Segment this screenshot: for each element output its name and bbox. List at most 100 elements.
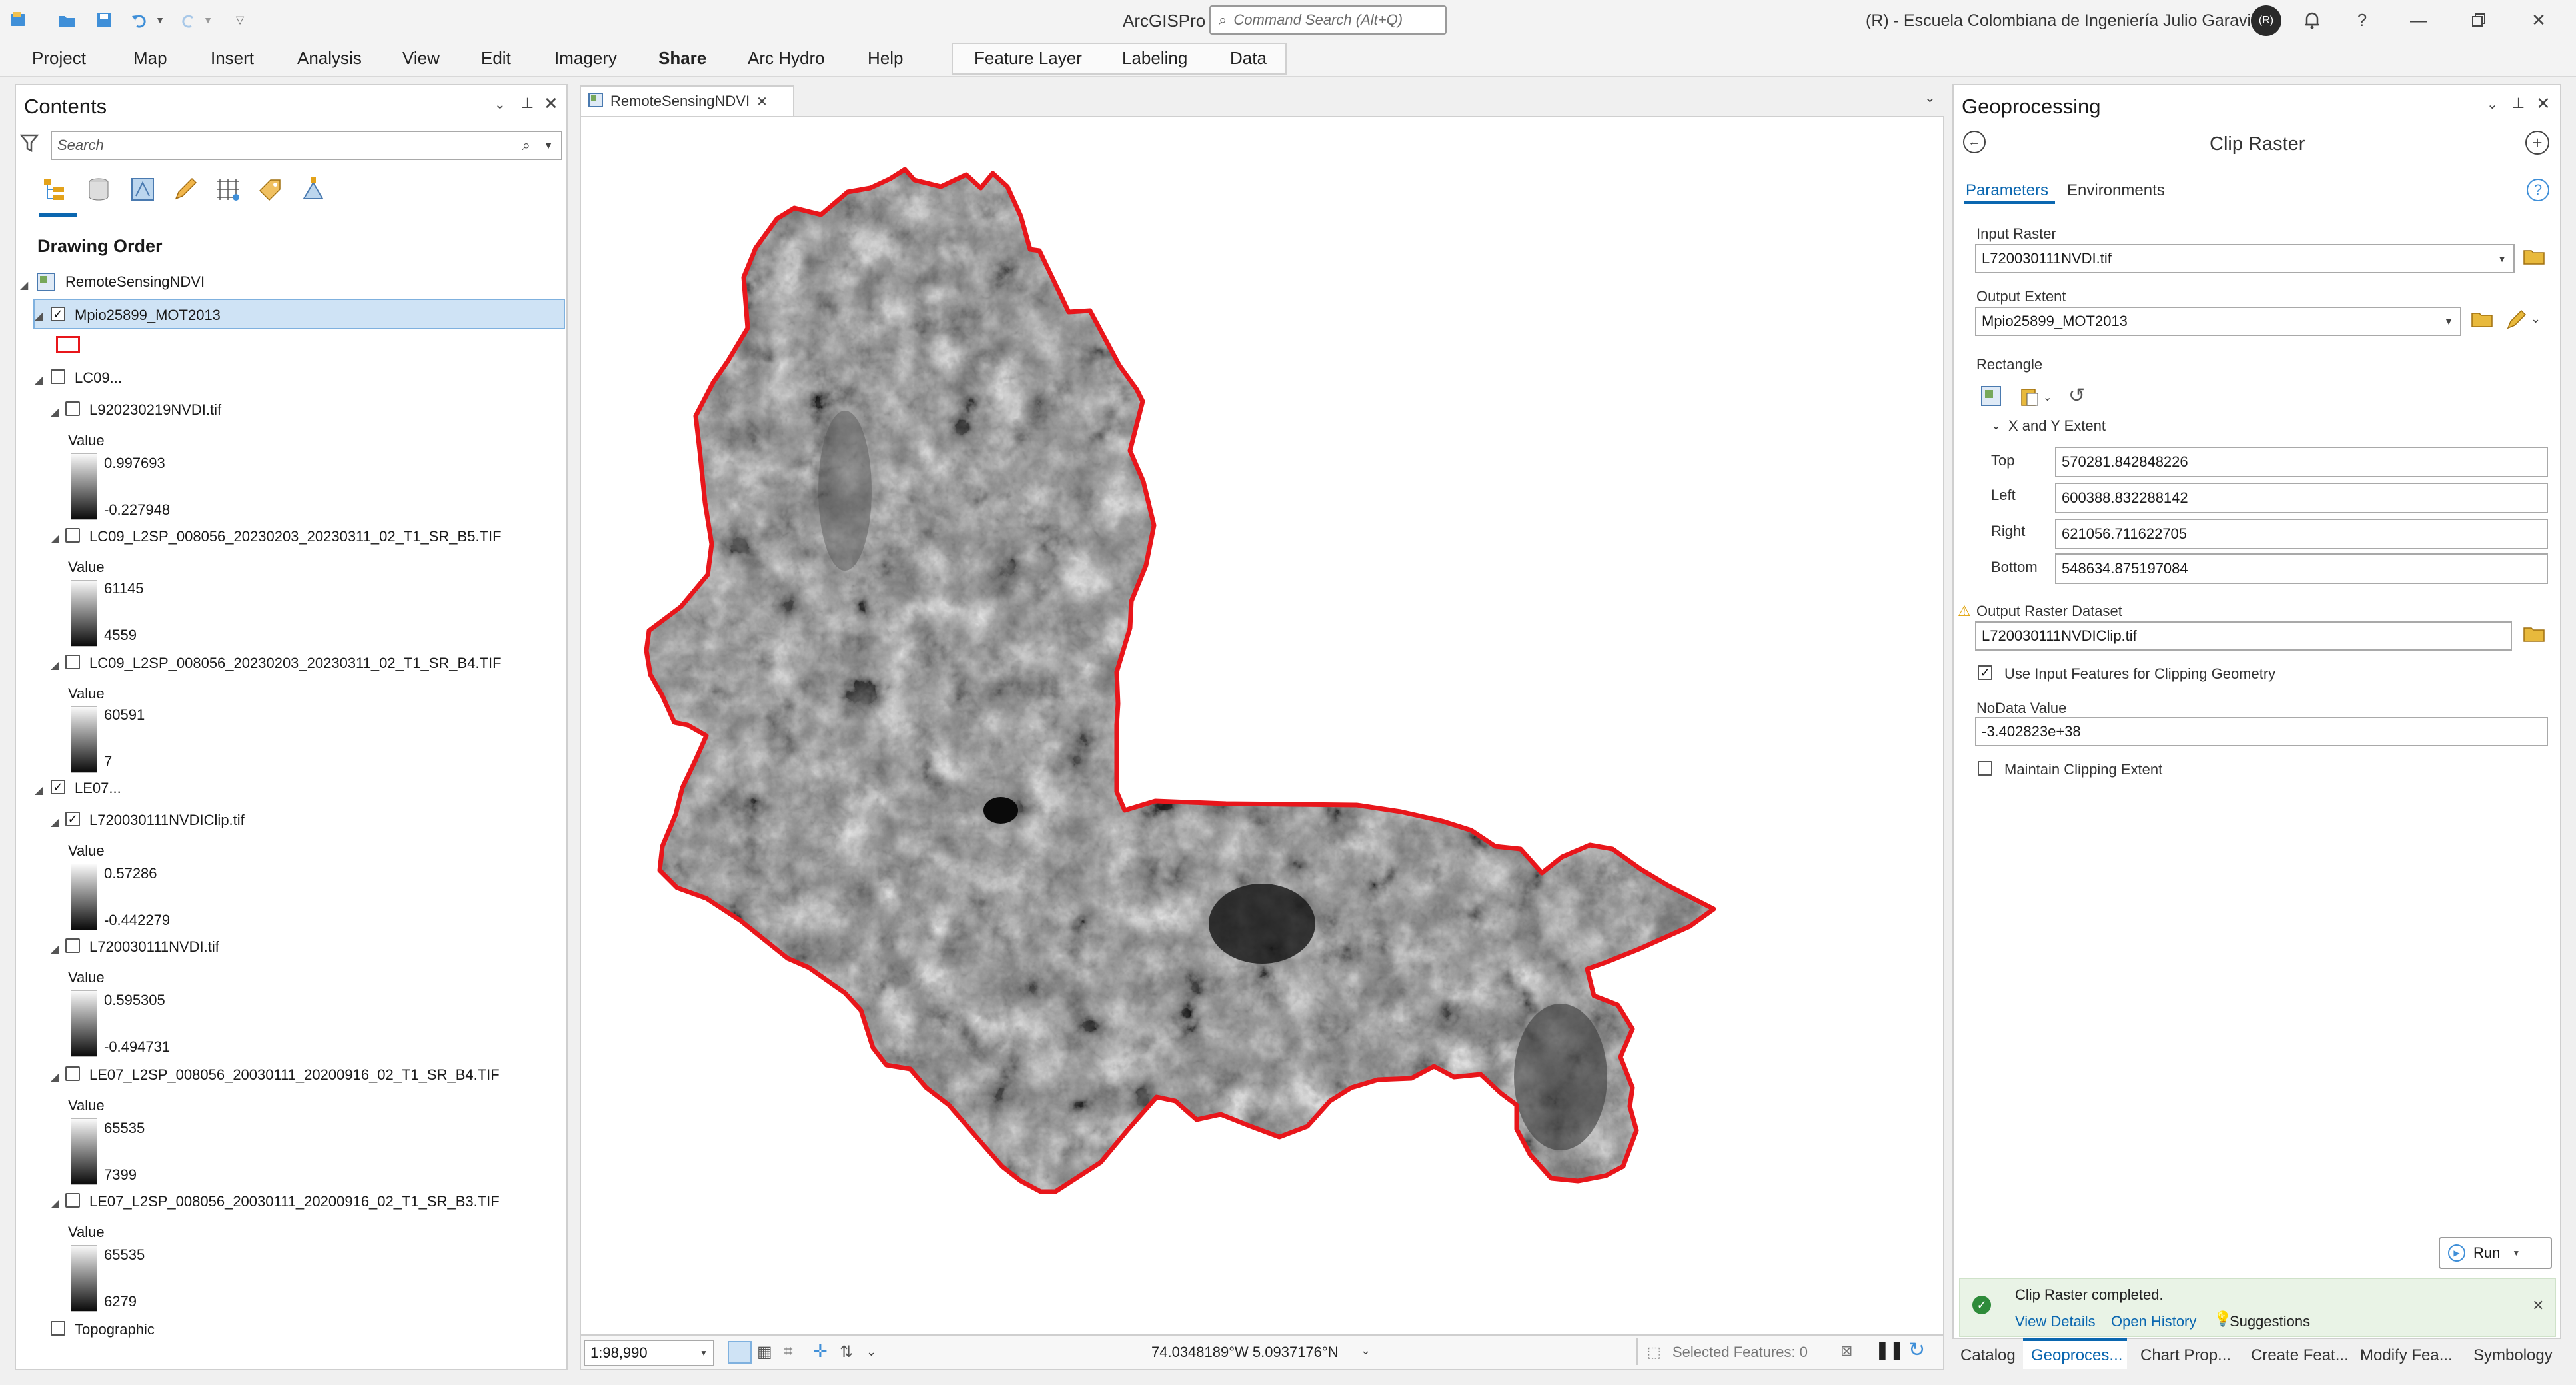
pane-tab-modify-features[interactable]: Modify Fea... [2360, 1346, 2453, 1364]
chevron-down-icon[interactable]: ▼ [2497, 253, 2507, 264]
tab-parameters[interactable]: Parameters [1966, 181, 2049, 199]
tab-imagery[interactable]: Imagery [554, 48, 617, 68]
open-history-link[interactable]: Open History [2111, 1313, 2197, 1330]
paste-extent-icon[interactable] [2019, 385, 2040, 410]
undo-dropdown-icon[interactable]: ▼ [155, 15, 165, 25]
group-visibility-checkbox[interactable] [51, 369, 65, 384]
list-by-perspective-imagery-icon[interactable] [300, 176, 326, 206]
map-view-tab[interactable]: RemoteSensingNDVI ✕ [580, 85, 794, 116]
grid-view-icon[interactable] [728, 1341, 752, 1364]
close-window-button[interactable]: ✕ [2531, 9, 2546, 30]
pane-tab-create-features[interactable]: Create Feat... [2251, 1346, 2349, 1364]
close-tab-icon[interactable]: ✕ [756, 94, 768, 109]
browse-folder-icon[interactable] [2523, 247, 2545, 270]
list-by-data-source-icon[interactable] [85, 176, 112, 206]
group-visibility-checkbox[interactable]: ✓ [51, 780, 65, 794]
stretch-color-ramp[interactable] [71, 1245, 97, 1312]
maintain-extent-checkbox[interactable] [1978, 761, 1992, 776]
expand-layer-icon[interactable]: ◢ [35, 311, 43, 322]
restore-button[interactable] [2465, 8, 2492, 32]
left-input[interactable]: 600388.832288142 [2055, 483, 2548, 513]
redo-dropdown-icon[interactable]: ▼ [203, 15, 213, 25]
close-pane-icon[interactable]: ✕ [2536, 93, 2551, 113]
command-search-input[interactable]: ⌕ Command Search (Alt+Q) [1209, 5, 1447, 35]
save-icon[interactable] [91, 7, 117, 33]
pin-icon[interactable]: ⊥ [2512, 95, 2525, 111]
layer-name[interactable]: LC09_L2SP_008056_20230203_20230311_02_T1… [89, 528, 502, 545]
browse-folder-icon[interactable] [2471, 309, 2493, 333]
pane-tab-symbology[interactable]: Symbology [2473, 1346, 2553, 1364]
tab-environments[interactable]: Environments [2067, 181, 2165, 199]
open-project-icon[interactable] [53, 7, 80, 33]
tab-labeling[interactable]: Labeling [1122, 48, 1188, 68]
list-by-labeling-icon[interactable] [257, 176, 284, 206]
dismiss-message-icon[interactable]: ✕ [2532, 1297, 2545, 1314]
paste-dropdown-icon[interactable]: ⌄ [2043, 392, 2052, 403]
expand-layer-icon[interactable]: ◢ [51, 944, 59, 955]
tab-share[interactable]: Share [658, 48, 707, 68]
scale-selector[interactable]: 1:98,990 ▼ [584, 1340, 714, 1366]
tab-map[interactable]: Map [133, 48, 167, 68]
expand-map-icon[interactable]: ◢ [20, 280, 29, 291]
expand-layer-icon[interactable]: ◢ [51, 817, 59, 828]
right-input[interactable]: 621056.711622705 [2055, 519, 2548, 549]
contents-search-input[interactable]: Search ⌕ ▼ [51, 131, 562, 160]
scale-dropdown-icon[interactable]: ▼ [700, 1348, 708, 1358]
layer-name[interactable]: Mpio25899_MOT2013 [75, 307, 221, 323]
expand-layer-icon[interactable]: ◢ [51, 660, 59, 671]
layer-visibility-checkbox[interactable]: ✓ [65, 812, 80, 826]
layer-name[interactable]: L720030111NVDIClip.tif [89, 812, 245, 828]
stretch-color-ramp[interactable] [71, 1118, 97, 1185]
view-details-link[interactable]: View Details [2015, 1313, 2096, 1330]
sketch-extent-icon[interactable] [2505, 308, 2528, 334]
bottom-input[interactable]: 548634.875197084 [2055, 553, 2548, 584]
pane-tab-geoprocessing[interactable]: Geoproces... [2031, 1346, 2123, 1364]
pane-options-icon[interactable]: ⌄ [2487, 97, 2498, 112]
snapping-icon[interactable]: ⌗ [784, 1342, 793, 1360]
top-input[interactable]: 570281.842848226 [2055, 447, 2548, 477]
output-extent-dropdown[interactable]: Mpio25899_MOT2013 ▼ [1975, 307, 2461, 336]
tab-arc-hydro[interactable]: Arc Hydro [748, 48, 825, 68]
navigation-options-icon[interactable]: ⇅ [840, 1343, 854, 1361]
filter-icon[interactable] [19, 133, 39, 157]
stretch-color-ramp[interactable] [71, 990, 97, 1057]
layer-name[interactable]: L720030111NVDI.tif [89, 938, 219, 955]
chevron-down-icon[interactable]: ▼ [2444, 316, 2453, 327]
map-canvas[interactable] [580, 116, 1944, 1336]
list-by-drawing-order-icon[interactable] [41, 176, 68, 206]
expand-group-icon[interactable]: ◢ [35, 375, 43, 386]
tab-data[interactable]: Data [1230, 48, 1267, 68]
stretch-color-ramp[interactable] [71, 706, 97, 773]
tab-insert[interactable]: Insert [211, 48, 255, 68]
layer-visibility-checkbox[interactable] [65, 1066, 80, 1081]
table-view-icon[interactable]: ▦ [757, 1343, 772, 1361]
back-arrow-icon[interactable]: ← [1963, 131, 1986, 153]
use-input-features-label[interactable]: Use Input Features for Clipping Geometry [2004, 665, 2276, 682]
layer-name[interactable]: LE07_L2SP_008056_20030111_20200916_02_T1… [89, 1066, 500, 1083]
pin-icon[interactable]: ⊥ [521, 95, 534, 111]
stretch-color-ramp[interactable] [71, 580, 97, 647]
layer-visibility-checkbox[interactable] [65, 655, 80, 669]
pane-tab-catalog[interactable]: Catalog [1960, 1346, 2016, 1364]
close-pane-icon[interactable]: ✕ [544, 93, 558, 113]
tab-edit[interactable]: Edit [481, 48, 511, 68]
avatar[interactable]: (R) [2251, 5, 2281, 36]
tab-view[interactable]: View [402, 48, 440, 68]
group-layer-name[interactable]: LE07... [75, 780, 121, 796]
list-by-selection-icon[interactable] [129, 176, 156, 206]
new-project-icon[interactable] [5, 7, 32, 33]
undo-icon[interactable] [127, 7, 153, 33]
tab-list-chevron-icon[interactable]: ⌄ [1924, 91, 1936, 105]
run-button[interactable]: ▶ Run ▼ [2439, 1237, 2552, 1269]
expand-layer-icon[interactable]: ◢ [51, 1072, 59, 1083]
layer-visibility-checkbox[interactable] [65, 401, 80, 416]
current-display-extent-icon[interactable] [1980, 385, 2002, 410]
output-dataset-input[interactable]: L720030111NVDIClip.tif [1975, 621, 2512, 651]
tab-feature-layer[interactable]: Feature Layer [974, 48, 1082, 68]
expand-layer-icon[interactable]: ◢ [51, 407, 59, 418]
clear-selection-icon[interactable]: ⊠ [1840, 1342, 1853, 1359]
coordinate-format-chevron-icon[interactable]: ⌄ [1361, 1344, 1371, 1357]
expand-layer-icon[interactable]: ◢ [51, 1198, 59, 1210]
minimize-button[interactable]: — [2410, 9, 2427, 30]
stretch-color-ramp[interactable] [71, 864, 97, 930]
